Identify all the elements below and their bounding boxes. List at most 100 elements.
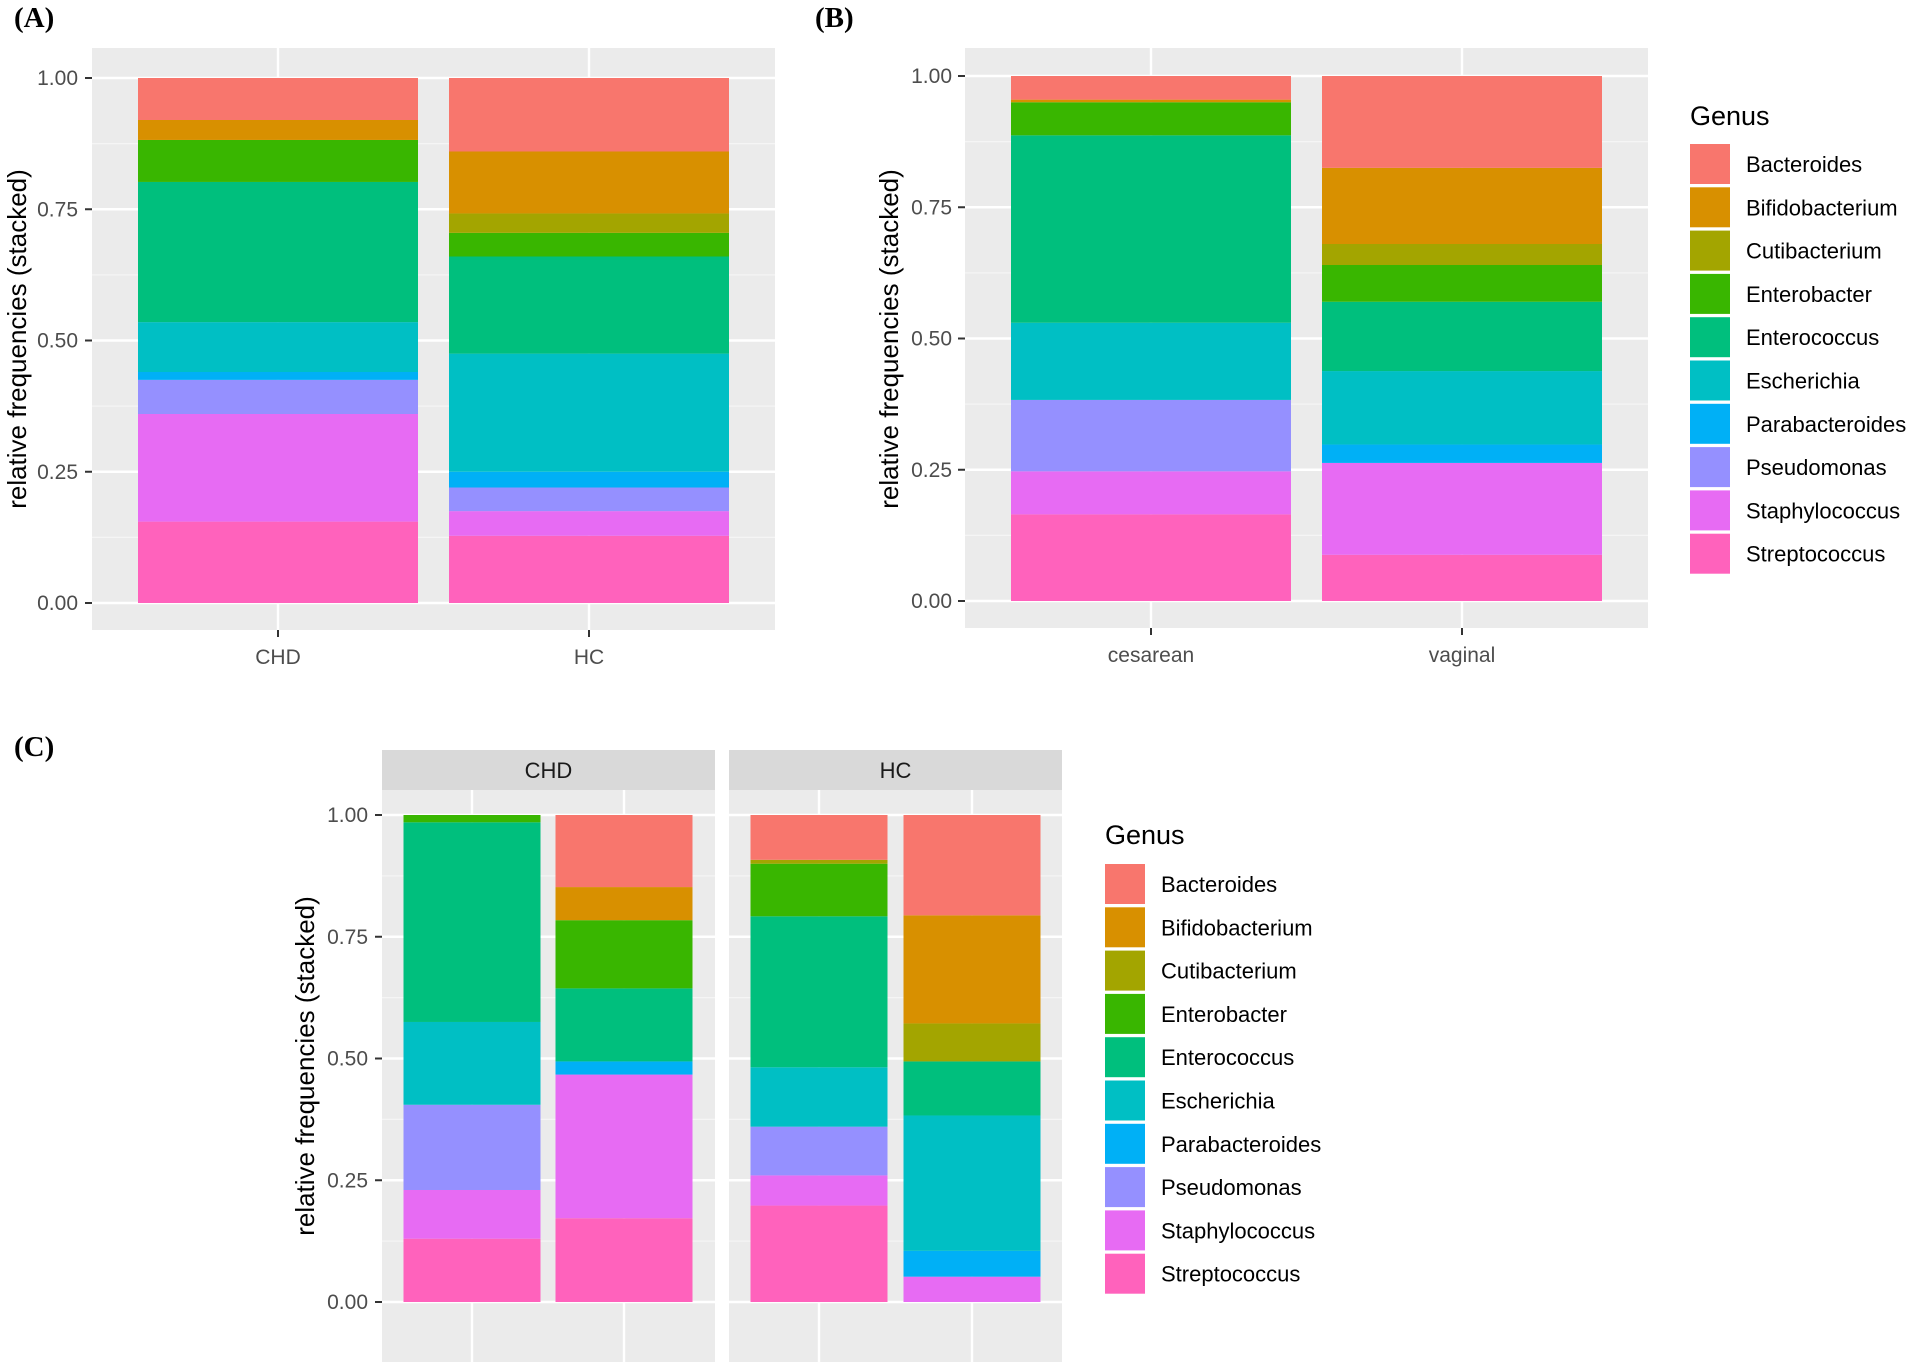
legend-c-key-parabacteroides bbox=[1105, 1123, 1145, 1164]
bar-c-chd-vaginal-bacteroides bbox=[555, 815, 693, 888]
bar-c-chd-cesarean-enterococcus bbox=[403, 822, 541, 1022]
panel-tag-b: (B) bbox=[815, 2, 854, 34]
bar-c-chd-cesarean-escherichia bbox=[403, 1021, 541, 1105]
legend-b-key-streptococcus bbox=[1690, 533, 1730, 574]
bar-c-chd-vaginal-parabacteroides bbox=[555, 1061, 693, 1075]
legend-b-key-bacteroides bbox=[1690, 144, 1730, 184]
bar-b-vaginal-enterococcus bbox=[1322, 301, 1602, 372]
bar-c-chd-cesarean-pseudomonas bbox=[403, 1104, 541, 1190]
y-tick-label: 0.00 bbox=[37, 592, 78, 615]
bar-a-CHD-escherichia bbox=[138, 322, 418, 372]
bar-c-chd-cesarean-streptococcus bbox=[403, 1238, 541, 1302]
legend-c-label-streptococcus: Streptococcus bbox=[1161, 1262, 1300, 1287]
bar-a-CHD-staphylococcus bbox=[138, 414, 418, 522]
bar-a-CHD-enterococcus bbox=[138, 181, 418, 323]
bar-b-vaginal-streptococcus bbox=[1322, 554, 1602, 601]
panel-tag-c: (C) bbox=[14, 731, 54, 763]
bar-a-HC-streptococcus bbox=[449, 535, 729, 603]
bar-c-hc-vaginal-staphylococcus bbox=[903, 1276, 1041, 1302]
legend-b-label-staphylococcus: Staphylococcus bbox=[1746, 498, 1900, 523]
legend-c-label-escherichia: Escherichia bbox=[1161, 1089, 1275, 1114]
legend-b-label-bifidobacterium: Bifidobacterium bbox=[1746, 195, 1898, 220]
legend-c-key-staphylococcus bbox=[1105, 1210, 1145, 1251]
bar-b-vaginal-parabacteroides bbox=[1322, 444, 1602, 463]
bar-c-chd-vaginal-bifidobacterium bbox=[555, 887, 693, 921]
bar-c-hc-cesarean-bacteroides bbox=[750, 815, 888, 860]
legend-c-key-streptococcus bbox=[1105, 1253, 1145, 1294]
panel-b-y-axis-title: relative frequencies (stacked) bbox=[874, 169, 904, 509]
y-tick-label: 1.00 bbox=[327, 804, 368, 827]
x-tick-label-vaginal: vaginal bbox=[1429, 644, 1496, 667]
y-tick-label: 0.50 bbox=[37, 330, 78, 353]
bar-c-hc-cesarean-enterococcus bbox=[750, 916, 888, 1068]
bar-b-vaginal-cutibacterium bbox=[1322, 244, 1602, 265]
bar-b-cesarean-bifidobacterium bbox=[1011, 99, 1291, 103]
bar-c-hc-vaginal-enterococcus bbox=[903, 1061, 1041, 1116]
bar-c-hc-vaginal-parabacteroides bbox=[903, 1250, 1041, 1277]
legend-b-key-cutibacterium bbox=[1690, 230, 1730, 271]
panel-c-y-axis-title: relative frequencies (stacked) bbox=[290, 896, 320, 1236]
bar-a-HC-enterobacter bbox=[449, 232, 729, 257]
y-tick-label: 0.50 bbox=[911, 328, 952, 351]
legend-c-label-bacteroides: Bacteroides bbox=[1161, 872, 1277, 897]
bar-a-HC-bifidobacterium bbox=[449, 151, 729, 214]
legend-c-key-bacteroides bbox=[1105, 864, 1145, 904]
bar-a-HC-bacteroides bbox=[449, 78, 729, 152]
bar-c-hc-cesarean-cutibacterium bbox=[750, 859, 888, 864]
bar-a-CHD-bacteroides bbox=[138, 78, 418, 120]
bar-a-HC-enterococcus bbox=[449, 256, 729, 354]
legend-b-label-parabacteroides: Parabacteroides bbox=[1746, 412, 1906, 437]
legend-c: Genus Bacteroides Bifidobacterium Cutibact… bbox=[1105, 820, 1321, 1294]
legend-b-label-escherichia: Escherichia bbox=[1746, 369, 1860, 394]
bar-a-CHD-parabacteroides bbox=[138, 372, 418, 380]
panel-tag-a: (A) bbox=[14, 2, 54, 34]
bar-b-vaginal-escherichia bbox=[1322, 371, 1602, 445]
bar-b-cesarean-enterobacter bbox=[1011, 102, 1291, 136]
facet-strip-chd bbox=[382, 750, 715, 790]
y-tick-label: 0.75 bbox=[327, 926, 368, 949]
y-tick-label: 0.25 bbox=[37, 461, 78, 484]
bar-a-CHD-bifidobacterium bbox=[138, 120, 418, 140]
bar-c-hc-vaginal-bacteroides bbox=[903, 815, 1041, 916]
bar-b-vaginal-bacteroides bbox=[1322, 76, 1602, 168]
bar-b-cesarean-staphylococcus bbox=[1011, 471, 1291, 515]
x-tick-label-hc: HC bbox=[574, 646, 604, 669]
x-tick-label-chd: CHD bbox=[255, 646, 301, 669]
bar-b-cesarean-streptococcus bbox=[1011, 514, 1291, 601]
bar-a-HC-parabacteroides bbox=[449, 471, 729, 488]
y-tick-label: 0.25 bbox=[911, 459, 952, 482]
legend-b-label-cutibacterium: Cutibacterium bbox=[1746, 239, 1882, 264]
legend-c-label-staphylococcus: Staphylococcus bbox=[1161, 1218, 1315, 1243]
legend-b-label-pseudomonas: Pseudomonas bbox=[1746, 455, 1887, 480]
y-tick-label: 0.75 bbox=[37, 198, 78, 221]
bar-a-HC-staphylococcus bbox=[449, 511, 729, 536]
bar-a-HC-pseudomonas bbox=[449, 487, 729, 512]
bar-b-cesarean-enterococcus bbox=[1011, 135, 1291, 323]
bar-a-HC-cutibacterium bbox=[449, 213, 729, 233]
bar-b-vaginal-enterobacter bbox=[1322, 265, 1602, 302]
legend-c-key-cutibacterium bbox=[1105, 950, 1145, 991]
legend-c-key-enterococcus bbox=[1105, 1037, 1145, 1078]
bar-c-hc-vaginal-bifidobacterium bbox=[903, 915, 1041, 1024]
legend-b-key-escherichia bbox=[1690, 360, 1730, 401]
y-tick-label: 0.00 bbox=[327, 1291, 368, 1314]
legend-b-label-streptococcus: Streptococcus bbox=[1746, 542, 1885, 567]
y-tick-label: 0.75 bbox=[911, 196, 952, 219]
bar-c-chd-cesarean-enterobacter bbox=[403, 815, 541, 823]
legend-b-label-enterococcus: Enterococcus bbox=[1746, 325, 1879, 350]
legend-c-label-enterobacter: Enterobacter bbox=[1161, 1002, 1287, 1027]
bar-c-hc-vaginal-cutibacterium bbox=[903, 1023, 1041, 1062]
legend-c-label-bifidobacterium: Bifidobacterium bbox=[1161, 915, 1313, 940]
bar-c-chd-vaginal-streptococcus bbox=[555, 1218, 693, 1302]
bar-a-HC-escherichia bbox=[449, 353, 729, 472]
legend-c-label-parabacteroides: Parabacteroides bbox=[1161, 1132, 1321, 1157]
x-tick-label-cesarean: cesarean bbox=[1108, 644, 1194, 667]
panel-a-y-axis-title: relative frequencies (stacked) bbox=[2, 169, 32, 509]
legend-c-key-pseudomonas bbox=[1105, 1167, 1145, 1208]
legend-b-label-bacteroides: Bacteroides bbox=[1746, 152, 1862, 177]
legend-b-key-pseudomonas bbox=[1690, 447, 1730, 488]
y-tick-label: 0.25 bbox=[327, 1169, 368, 1192]
bar-b-cesarean-escherichia bbox=[1011, 322, 1291, 400]
facet-label-chd: CHD bbox=[525, 758, 573, 783]
y-tick-label: 0.50 bbox=[327, 1048, 368, 1071]
